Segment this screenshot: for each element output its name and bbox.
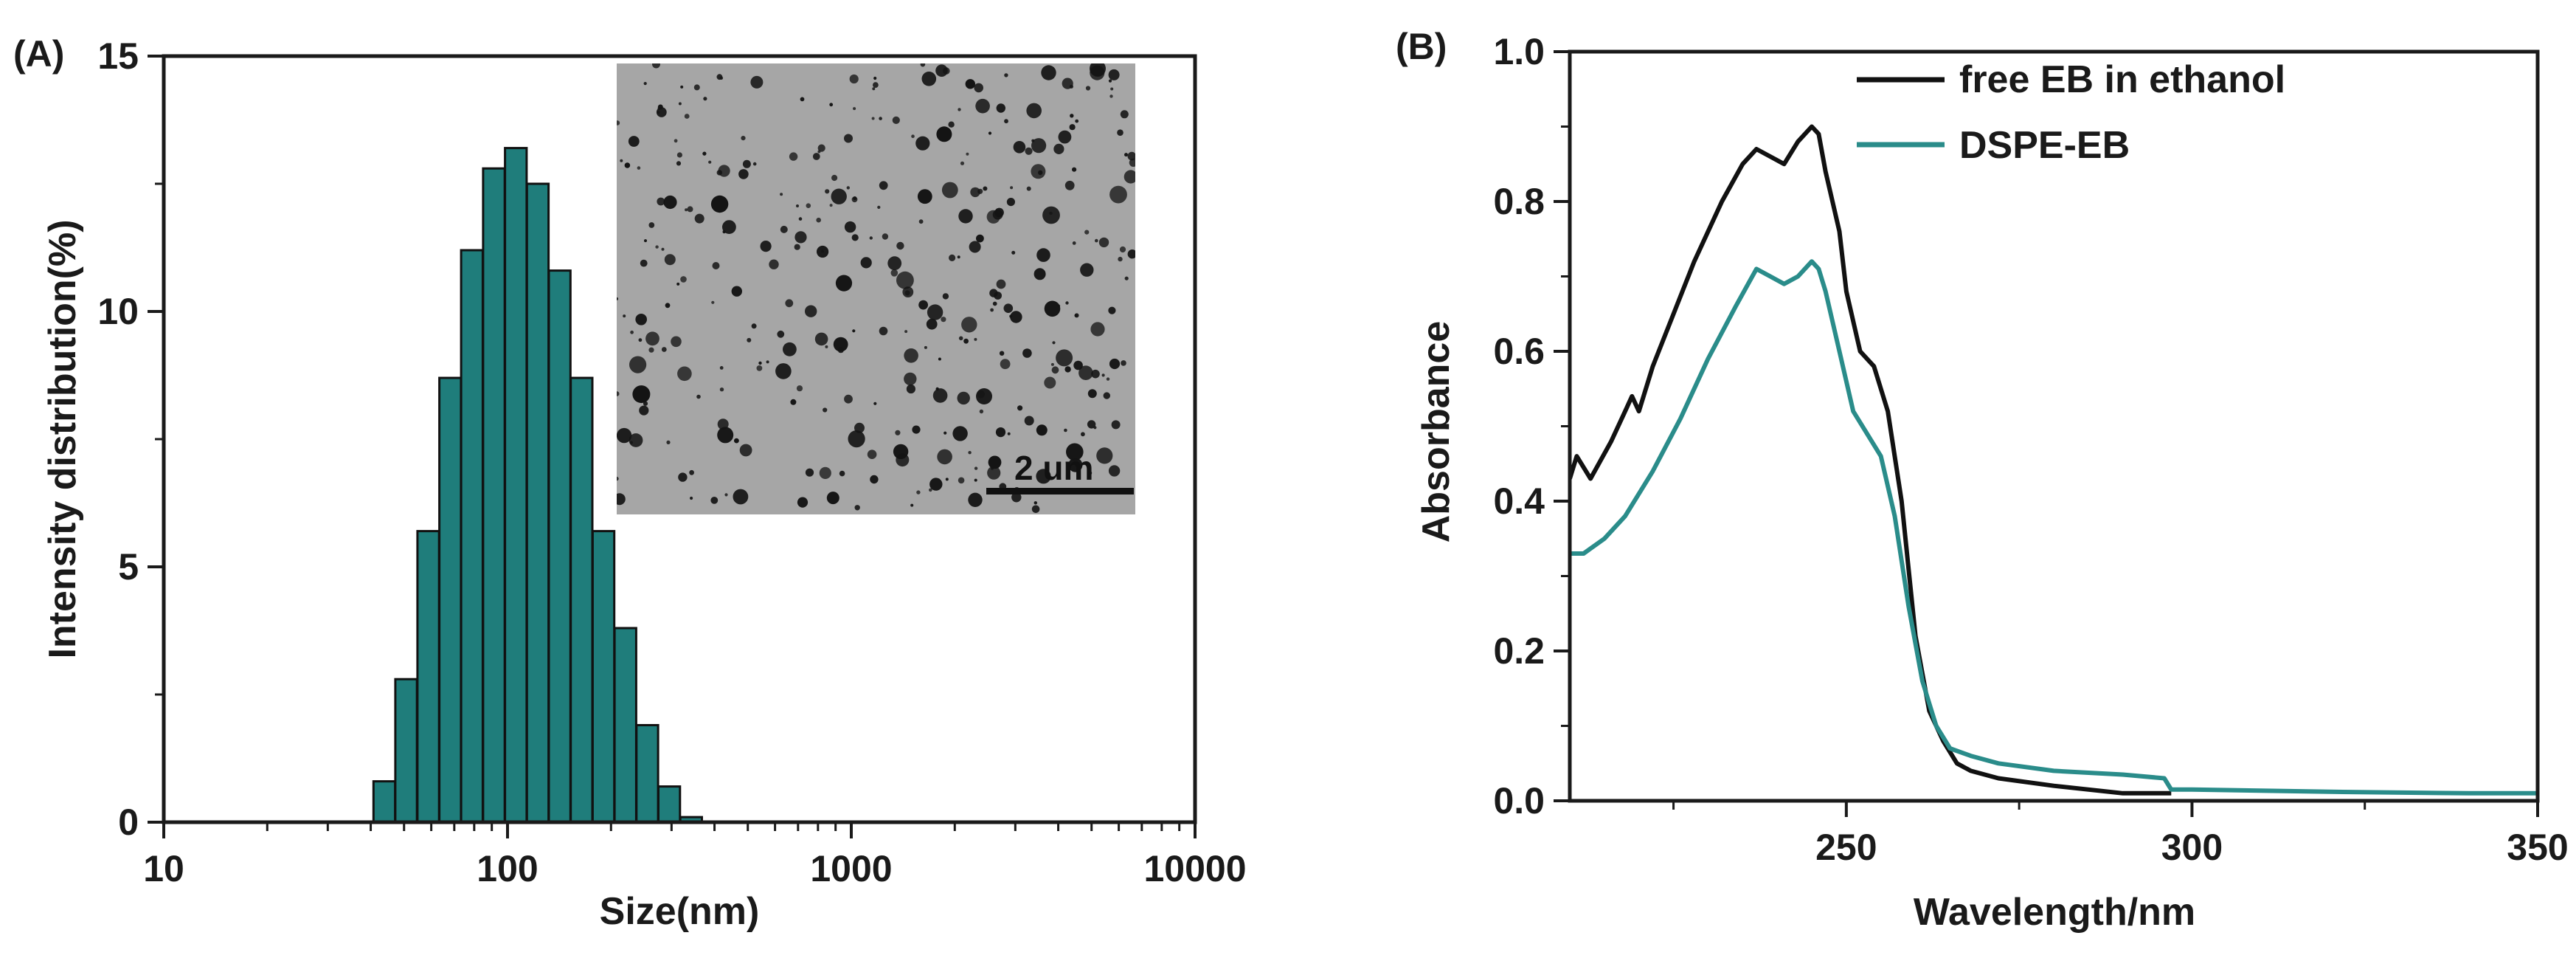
y-tick-label: 0.6 (1493, 331, 1545, 372)
bar (591, 530, 616, 822)
y-tick-label: 0 (118, 802, 139, 843)
tem-particles (617, 63, 1135, 514)
x-tick-label: 10000 (1143, 848, 1246, 889)
y-tick-label: 15 (97, 35, 139, 77)
bar (394, 678, 418, 822)
bar (657, 785, 682, 822)
x-tick-label: 1000 (810, 848, 892, 889)
panel-a-axes: 10 100 1000 10000 0 5 10 15 (97, 35, 1246, 889)
x-tick-label: 350 (2507, 827, 2568, 868)
legend-label-dspe-eb: DSPE-EB (1959, 124, 2130, 167)
scale-bar-label: 2 um (1014, 449, 1093, 487)
panel-b-xlabel: Wavelength/nm (1914, 891, 2195, 934)
x-tick-label: 300 (2161, 827, 2223, 868)
bar (504, 147, 528, 822)
panel-a-ylabel: Intensity distribution(%) (41, 219, 84, 658)
x-tick-label: 10 (143, 848, 184, 889)
y-tick-label: 0.0 (1493, 780, 1545, 821)
bar (416, 530, 440, 822)
bar (613, 627, 637, 822)
panel-b: (B) 250 300 350 0.0 0.2 0.4 0.6 0.8 1.0 free EB … (1396, 26, 2569, 934)
tem-inset: 2 um (617, 63, 1135, 514)
y-tick-label: 1.0 (1493, 31, 1545, 72)
x-tick-label: 100 (477, 848, 538, 889)
bar (438, 376, 463, 822)
y-tick-label: 0.4 (1493, 480, 1545, 522)
bar (372, 780, 397, 822)
panel-b-lines (1570, 124, 2538, 796)
bar (635, 724, 659, 822)
bar (525, 182, 550, 822)
panel-b-ylabel: Absorbance (1415, 321, 1458, 543)
panel-b-legend: free EB in ethanol DSPE-EB (1857, 58, 2285, 167)
x-tick-label: 250 (1815, 827, 1877, 868)
series-line (1570, 259, 2538, 796)
series-line (1570, 124, 2172, 796)
legend-label-free-eb: free EB in ethanol (1959, 58, 2285, 101)
y-tick-label: 0.2 (1493, 630, 1545, 672)
y-tick-label: 5 (118, 546, 139, 587)
panel-a: (A) 2 um 10 100 1000 10000 0 5 10 15 Size(nm) I… (13, 33, 1247, 933)
bar (547, 269, 572, 822)
panel-b-label: (B) (1396, 26, 1447, 67)
y-tick-label: 0.8 (1493, 181, 1545, 222)
panel-b-axes: 250 300 350 0.0 0.2 0.4 0.6 0.8 1.0 (1493, 31, 2568, 868)
bar (460, 249, 484, 822)
bar (482, 167, 506, 822)
bar (569, 376, 594, 822)
y-tick-label: 10 (97, 291, 139, 332)
panel-a-label: (A) (13, 33, 64, 75)
panel-a-xlabel: Size(nm) (600, 890, 760, 933)
